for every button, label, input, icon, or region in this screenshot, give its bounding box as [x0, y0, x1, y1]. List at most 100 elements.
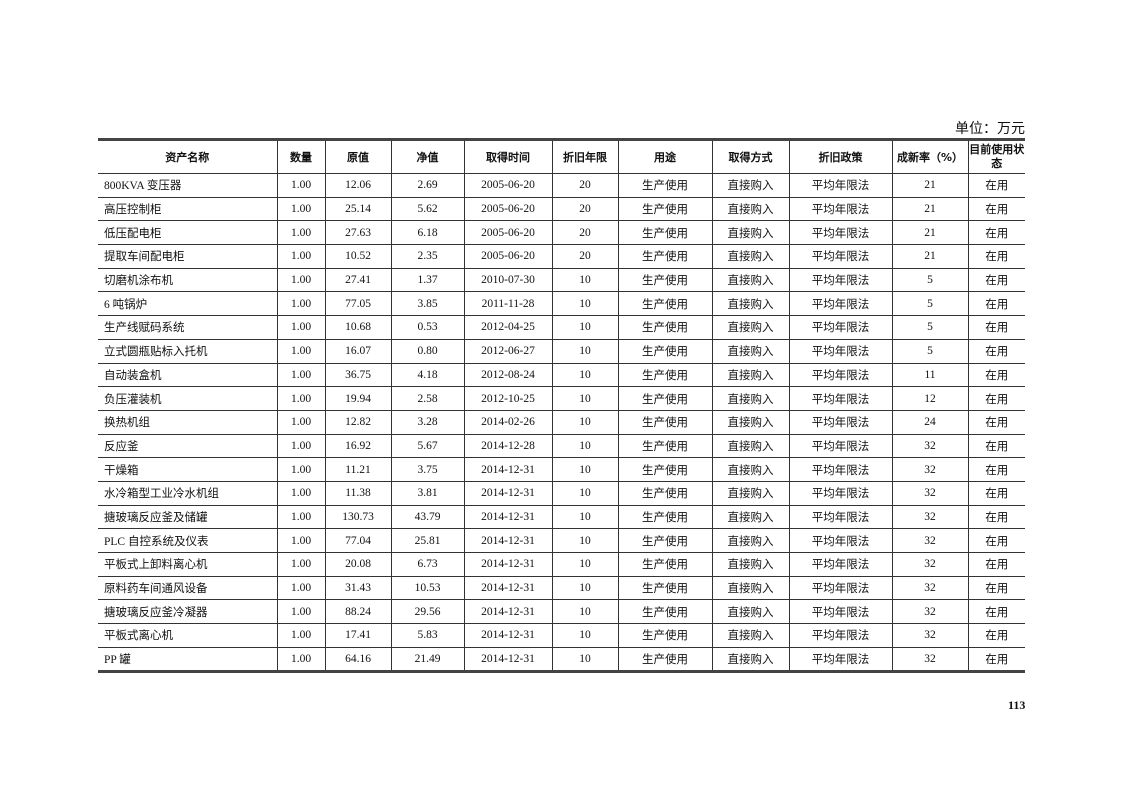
table-cell: 生产使用 [617, 575, 713, 601]
table-cell: 在用 [967, 528, 1025, 553]
table-cell: 10.68 [324, 315, 392, 340]
table-cell: 2012-04-25 [463, 315, 553, 340]
table-cell: 平均年限法 [788, 196, 893, 222]
table-cell: 在用 [967, 291, 1025, 317]
table-row: 平板式离心机 1.00 17.41 5.83 2014-12-31 10 生产使用 直接购入平… [98, 623, 1025, 648]
table-cell: 直接购入 [711, 220, 790, 246]
table-cell: 1.00 [276, 267, 326, 293]
table-cell: 10 [551, 528, 619, 553]
table-cell: 在用 [967, 386, 1025, 411]
table-cell: 5 [891, 267, 969, 293]
table-header-row: 资产名称 数量 原值 净值 取得时间 折旧年限 用途 取得方式 折旧政策 成新率（%） 目前使用状态 [98, 138, 1025, 174]
table-cell: 77.05 [324, 291, 392, 317]
table-cell: 在用 [967, 244, 1025, 269]
table-cell: 1.00 [276, 244, 326, 269]
table-row: 原料药车间通风设备 1.00 31.43 10.53 2014-12-31 10 生产使用直… [98, 575, 1025, 601]
table-cell: 5 [891, 315, 969, 340]
table-cell: 生产使用 [617, 315, 713, 340]
table-cell: 2014-12-31 [463, 575, 553, 601]
table-cell: 1.00 [276, 338, 326, 364]
table-cell: 直接购入 [711, 433, 790, 459]
table-cell: 平均年限法 [788, 386, 893, 411]
table-cell: 25.81 [390, 528, 465, 553]
table-cell: 2.58 [390, 386, 465, 411]
table-cell: 130.73 [324, 504, 392, 530]
table-cell: 10 [551, 599, 619, 625]
table-cell: 20 [551, 173, 619, 198]
table-row: 立式圆瓶贴标入托机 1.00 16.07 0.80 2012-06-27 10 生产使用 直接… [98, 338, 1025, 364]
table-cell: 直接购入 [711, 528, 790, 553]
table-cell: 21 [891, 220, 969, 246]
table-cell: 直接购入 [711, 552, 790, 577]
table-cell: 21 [891, 196, 969, 222]
table-cell: 12 [891, 386, 969, 411]
table-cell: 2014-02-26 [463, 409, 553, 435]
table-cell: 在用 [967, 480, 1025, 506]
table-cell: 1.00 [276, 386, 326, 411]
table-cell: 2014-12-31 [463, 528, 553, 553]
table-cell: 直接购入 [711, 623, 790, 648]
table-cell: 提取车间配电柜 [98, 244, 278, 269]
table-cell: 搪玻璃反应釜及储罐 [98, 504, 278, 530]
table-cell: 10 [551, 552, 619, 577]
table-cell: 6 吨锅炉 [98, 291, 278, 317]
unit-label: 单位：万元 [955, 122, 1025, 137]
table-cell: 31.43 [324, 575, 392, 601]
table-cell: 平均年限法 [788, 220, 893, 246]
column-header: 折旧年限 [551, 138, 619, 174]
table-cell: 3.75 [390, 457, 465, 482]
table-cell: 32 [891, 457, 969, 482]
table-cell: 1.00 [276, 173, 326, 198]
table-cell: 32 [891, 528, 969, 553]
table-cell: 负压灌装机 [98, 386, 278, 411]
table-cell: 88.24 [324, 599, 392, 625]
table-cell: 10 [551, 362, 619, 388]
table-cell: 1.00 [276, 457, 326, 482]
table-cell: 水冷箱型工业冷水机组 [98, 480, 278, 506]
table-cell: 平板式上卸料离心机 [98, 552, 278, 577]
table-cell: 1.00 [276, 599, 326, 625]
table-cell: 生产使用 [617, 173, 713, 198]
table-cell: 2010-07-30 [463, 267, 553, 293]
table-cell: 平均年限法 [788, 528, 893, 553]
table-cell: 1.00 [276, 575, 326, 601]
table-cell: 平均年限法 [788, 362, 893, 388]
table-cell: 1.00 [276, 504, 326, 530]
table-cell: 平均年限法 [788, 173, 893, 198]
table-row: 反应釜 1.00 16.92 5.67 2014-12-28 10 生产使用 直接购入 平均年限… [98, 433, 1025, 459]
table-cell: 反应釜 [98, 433, 278, 459]
table-cell: 11.21 [324, 457, 392, 482]
table-cell: 800KVA 变压器 [98, 173, 278, 198]
table-cell: 平均年限法 [788, 338, 893, 364]
table-cell: 20 [551, 196, 619, 222]
table-cell: 24 [891, 409, 969, 435]
table-cell: 32 [891, 623, 969, 648]
table-cell: 10 [551, 646, 619, 674]
table-row: 6 吨锅炉 1.00 77.05 3.85 2011-11-28 10 生产使用 直接购入 平均… [98, 291, 1025, 317]
table-cell: 平均年限法 [788, 457, 893, 482]
table-cell: 直接购入 [711, 386, 790, 411]
table-row: 切磨机涂布机 1.00 27.41 1.37 2010-07-30 10 生产使用 直接购入平… [98, 267, 1025, 293]
table-cell: 4.18 [390, 362, 465, 388]
table-cell: 5 [891, 291, 969, 317]
table-cell: 3.28 [390, 409, 465, 435]
table-cell: 21.49 [390, 646, 465, 674]
table-cell: 2014-12-31 [463, 623, 553, 648]
table-cell: 10 [551, 409, 619, 435]
table-cell: 2012-08-24 [463, 362, 553, 388]
table-row: 换热机组 1.00 12.82 3.28 2014-02-26 10 生产使用 直接购入 平均年… [98, 409, 1025, 435]
table-cell: 10 [551, 575, 619, 601]
table-row: PP 罐 1.00 64.16 21.49 2014-12-31 10 生产使用 直接购入 平均… [98, 646, 1025, 674]
table-cell: 平均年限法 [788, 433, 893, 459]
table-cell: 生产使用 [617, 386, 713, 411]
table-cell: 平均年限法 [788, 267, 893, 293]
table-cell: 10 [551, 291, 619, 317]
table-cell: 直接购入 [711, 575, 790, 601]
table-cell: 0.80 [390, 338, 465, 364]
table-cell: 直接购入 [711, 646, 790, 674]
table-cell: 64.16 [324, 646, 392, 674]
table-cell: 1.00 [276, 220, 326, 246]
table-cell: 5.67 [390, 433, 465, 459]
table-cell: 生产使用 [617, 623, 713, 648]
table-cell: 20.08 [324, 552, 392, 577]
